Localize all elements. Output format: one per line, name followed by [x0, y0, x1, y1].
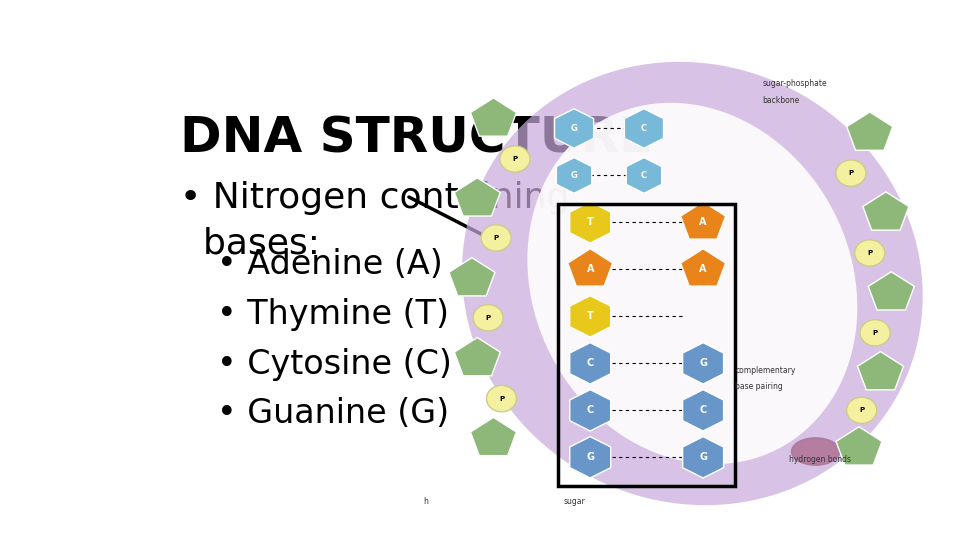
Text: P: P	[867, 250, 873, 256]
Circle shape	[473, 305, 503, 331]
Text: G: G	[570, 124, 578, 133]
Polygon shape	[470, 417, 516, 456]
Text: P: P	[486, 315, 491, 321]
Polygon shape	[847, 112, 893, 150]
Text: • Guanine (G): • Guanine (G)	[217, 397, 449, 430]
Polygon shape	[449, 258, 495, 296]
Ellipse shape	[462, 62, 923, 505]
Text: G: G	[587, 453, 594, 462]
Text: P: P	[859, 407, 864, 413]
Text: G: G	[570, 171, 578, 180]
Text: G: G	[699, 359, 708, 368]
Text: P: P	[499, 396, 504, 402]
Polygon shape	[683, 390, 724, 431]
Text: P: P	[513, 156, 517, 162]
Text: C: C	[587, 406, 594, 415]
Circle shape	[860, 320, 890, 346]
Text: h: h	[423, 497, 428, 507]
Text: A: A	[587, 265, 594, 274]
Text: A: A	[699, 218, 707, 227]
Polygon shape	[836, 427, 882, 465]
Text: sugar-phosphate: sugar-phosphate	[762, 79, 827, 88]
Text: complementary: complementary	[735, 366, 796, 375]
Text: G: G	[699, 453, 708, 462]
Polygon shape	[857, 352, 903, 390]
Text: • Nitrogen containing
  bases:: • Nitrogen containing bases:	[180, 181, 569, 260]
Text: A: A	[699, 265, 707, 274]
Polygon shape	[683, 437, 724, 478]
Text: hydrogen bonds: hydrogen bonds	[789, 455, 852, 464]
Text: • Cytosine (C): • Cytosine (C)	[217, 348, 451, 381]
Polygon shape	[569, 390, 611, 431]
Text: sugar: sugar	[564, 497, 585, 507]
Polygon shape	[863, 192, 909, 230]
Text: DNA STRUCTURE: DNA STRUCTURE	[180, 114, 653, 163]
Polygon shape	[454, 178, 500, 216]
Polygon shape	[681, 249, 726, 286]
Circle shape	[487, 386, 516, 412]
Text: C: C	[641, 124, 647, 133]
Circle shape	[792, 438, 839, 465]
Circle shape	[500, 146, 530, 172]
Text: C: C	[641, 171, 647, 180]
Polygon shape	[569, 202, 611, 243]
Text: C: C	[700, 406, 707, 415]
Ellipse shape	[527, 103, 857, 464]
Text: • Adenine (A): • Adenine (A)	[217, 248, 443, 281]
Polygon shape	[555, 109, 593, 148]
Polygon shape	[470, 98, 516, 136]
Text: T: T	[587, 312, 593, 321]
Polygon shape	[454, 338, 500, 376]
Polygon shape	[557, 158, 591, 193]
Text: P: P	[493, 235, 498, 241]
Polygon shape	[567, 249, 612, 286]
Polygon shape	[868, 272, 914, 310]
Circle shape	[854, 240, 885, 266]
Polygon shape	[683, 343, 724, 384]
Text: backbone: backbone	[762, 96, 800, 105]
Polygon shape	[569, 296, 611, 337]
Text: • Thymine (T): • Thymine (T)	[217, 298, 448, 330]
Circle shape	[836, 160, 866, 186]
Polygon shape	[624, 109, 663, 148]
Text: C: C	[587, 359, 594, 368]
Text: P: P	[849, 170, 853, 176]
Polygon shape	[681, 202, 726, 239]
Polygon shape	[569, 437, 611, 478]
Circle shape	[847, 397, 876, 423]
Polygon shape	[569, 343, 611, 384]
Polygon shape	[626, 158, 661, 193]
Text: T: T	[587, 218, 593, 227]
Text: base pairing: base pairing	[735, 382, 783, 391]
Circle shape	[481, 225, 511, 251]
Text: P: P	[873, 330, 877, 336]
